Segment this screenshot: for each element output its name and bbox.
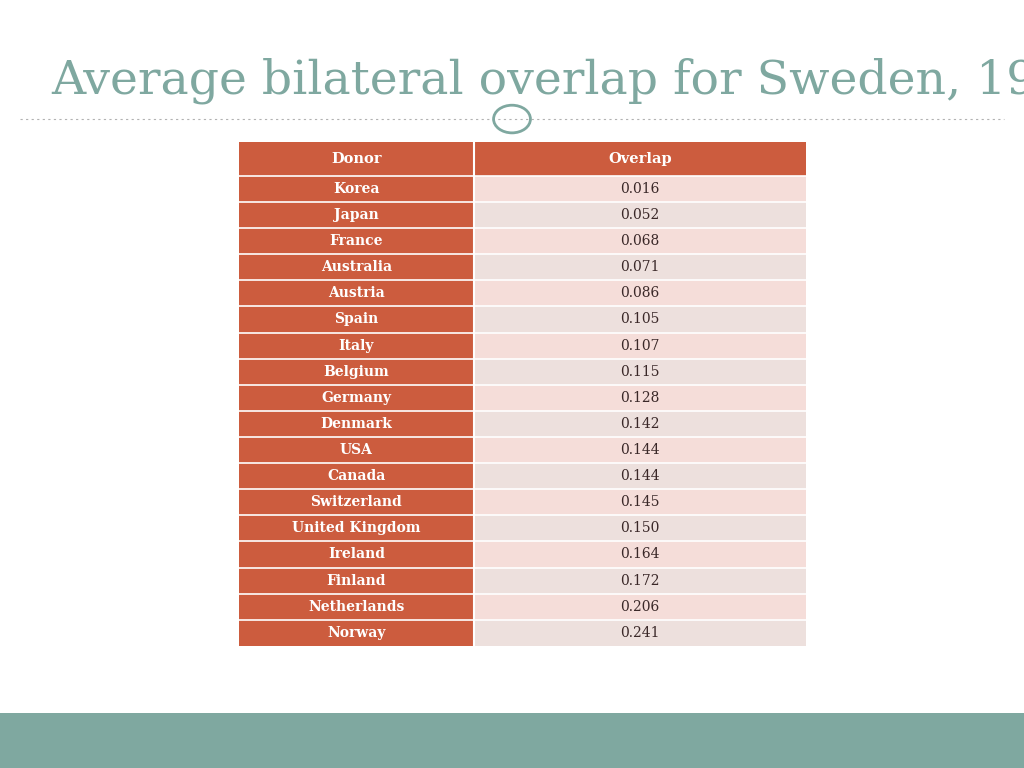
FancyBboxPatch shape [239,515,474,541]
Text: 0.241: 0.241 [621,626,659,640]
Text: 0.164: 0.164 [621,548,659,561]
FancyBboxPatch shape [239,411,474,437]
FancyBboxPatch shape [474,620,806,646]
FancyBboxPatch shape [239,142,806,176]
FancyBboxPatch shape [239,594,474,620]
Text: 0.144: 0.144 [621,469,659,483]
Text: Korea: Korea [333,182,380,196]
Text: Ireland: Ireland [328,548,385,561]
Text: Switzerland: Switzerland [310,495,402,509]
Text: 0.107: 0.107 [621,339,659,353]
FancyBboxPatch shape [239,463,474,489]
FancyBboxPatch shape [474,228,806,254]
FancyBboxPatch shape [239,437,474,463]
Text: Average bilateral overlap for Sweden, 1998-2013: Average bilateral overlap for Sweden, 19… [51,58,1024,104]
Text: 0.206: 0.206 [621,600,659,614]
FancyBboxPatch shape [474,202,806,228]
FancyBboxPatch shape [239,620,474,646]
Text: France: France [330,234,383,248]
FancyBboxPatch shape [474,489,806,515]
FancyBboxPatch shape [474,515,806,541]
FancyBboxPatch shape [239,333,474,359]
Text: Denmark: Denmark [321,417,392,431]
FancyBboxPatch shape [239,568,474,594]
Text: 0.071: 0.071 [621,260,659,274]
FancyBboxPatch shape [239,359,474,385]
Text: 0.128: 0.128 [621,391,659,405]
Text: Norway: Norway [327,626,386,640]
Text: 0.105: 0.105 [621,313,659,326]
FancyBboxPatch shape [474,437,806,463]
Text: 0.142: 0.142 [621,417,659,431]
Text: Belgium: Belgium [324,365,389,379]
FancyBboxPatch shape [474,594,806,620]
FancyBboxPatch shape [474,411,806,437]
FancyBboxPatch shape [474,333,806,359]
Text: 0.086: 0.086 [621,286,659,300]
Text: Spain: Spain [334,313,379,326]
Text: Germany: Germany [322,391,391,405]
Text: 0.144: 0.144 [621,443,659,457]
Text: Japan: Japan [334,208,379,222]
FancyBboxPatch shape [239,254,474,280]
FancyBboxPatch shape [239,228,474,254]
Text: 0.068: 0.068 [621,234,659,248]
FancyBboxPatch shape [474,385,806,411]
Text: United Kingdom: United Kingdom [292,521,421,535]
FancyBboxPatch shape [474,359,806,385]
Text: Italy: Italy [339,339,374,353]
Text: 0.150: 0.150 [621,521,659,535]
Text: 0.172: 0.172 [621,574,659,588]
Text: Canada: Canada [327,469,385,483]
FancyBboxPatch shape [239,280,474,306]
Text: 0.016: 0.016 [621,182,659,196]
FancyBboxPatch shape [474,463,806,489]
FancyBboxPatch shape [474,541,806,568]
FancyBboxPatch shape [239,176,474,202]
Text: Australia: Australia [321,260,392,274]
Text: Netherlands: Netherlands [308,600,404,614]
Text: USA: USA [340,443,373,457]
FancyBboxPatch shape [474,306,806,333]
FancyBboxPatch shape [474,176,806,202]
Text: 0.115: 0.115 [621,365,659,379]
FancyBboxPatch shape [474,568,806,594]
FancyBboxPatch shape [474,280,806,306]
Text: Overlap: Overlap [608,152,672,166]
Text: Austria: Austria [328,286,385,300]
FancyBboxPatch shape [0,713,1024,768]
Text: Finland: Finland [327,574,386,588]
FancyBboxPatch shape [239,489,474,515]
FancyBboxPatch shape [239,385,474,411]
FancyBboxPatch shape [239,541,474,568]
FancyBboxPatch shape [239,202,474,228]
FancyBboxPatch shape [474,254,806,280]
Text: Donor: Donor [331,152,382,166]
FancyBboxPatch shape [239,306,474,333]
Text: 0.145: 0.145 [621,495,659,509]
Text: 0.052: 0.052 [621,208,659,222]
